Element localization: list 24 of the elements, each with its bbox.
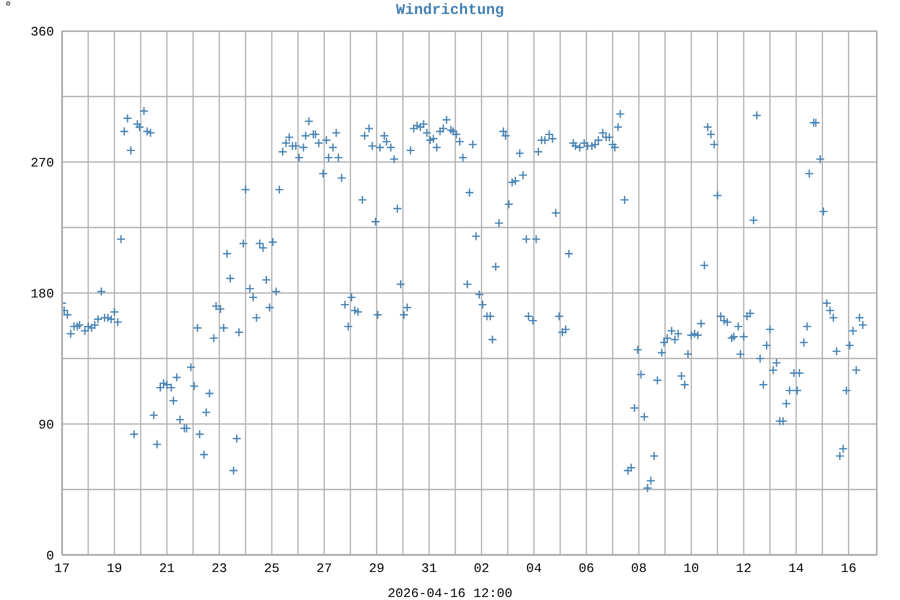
x-tick-label: 27 bbox=[316, 561, 332, 576]
x-tick-label: 31 bbox=[421, 561, 438, 576]
x-tick-label: 06 bbox=[578, 561, 594, 576]
y-tick-label: 270 bbox=[30, 156, 54, 171]
y-axis-title: ° bbox=[4, 0, 12, 16]
x-tick-label: 12 bbox=[736, 561, 752, 576]
x-tick-label: 29 bbox=[368, 561, 384, 576]
x-tick-label: 21 bbox=[159, 561, 175, 576]
y-tick-label: 90 bbox=[38, 418, 54, 433]
chart-title: Windrichtung bbox=[396, 2, 504, 19]
x-tick-label: 10 bbox=[683, 561, 700, 576]
x-tick-label: 23 bbox=[212, 561, 228, 576]
y-tick-label: 360 bbox=[30, 24, 54, 40]
x-tick-label: 14 bbox=[788, 561, 804, 576]
x-axis-title: 2026-04-16 12:00 bbox=[386, 586, 514, 600]
x-tick-label: 08 bbox=[631, 561, 647, 576]
x-tick-label: 02 bbox=[474, 561, 490, 576]
x-tick-label: 04 bbox=[526, 561, 542, 576]
x-tick-label: 19 bbox=[106, 561, 122, 576]
x-tick-label: 16 bbox=[840, 561, 856, 576]
x-tick-label: 17 bbox=[54, 561, 70, 576]
y-tick-label: 0 bbox=[46, 548, 54, 564]
y-tick-label: 180 bbox=[30, 286, 54, 302]
x-tick-label: 25 bbox=[264, 561, 280, 576]
